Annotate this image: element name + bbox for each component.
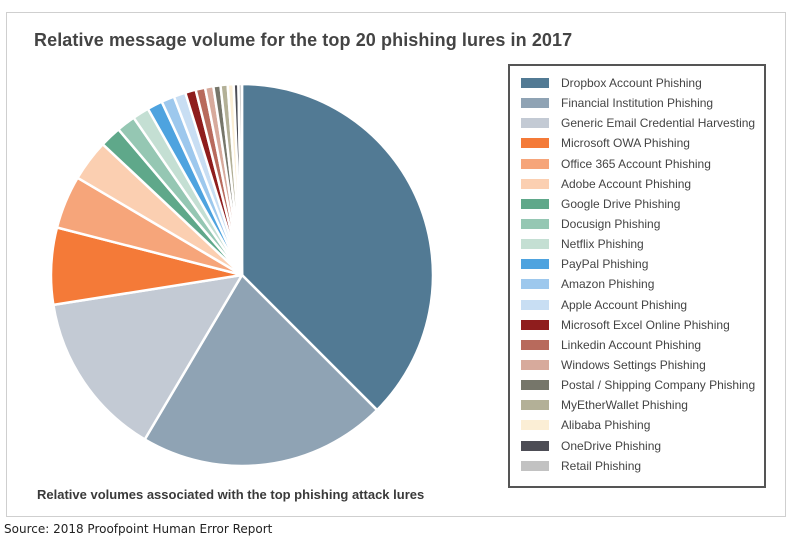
legend-label: Retail Phishing (561, 458, 642, 473)
legend-item: MyEtherWallet Phishing (521, 395, 764, 415)
source-note: Source: 2018 Proofpoint Human Error Repo… (4, 522, 273, 536)
legend-item: Netflix Phishing (521, 234, 764, 254)
pie-slice-1 (143, 273, 379, 468)
chart-title: Relative message volume for the top 20 p… (34, 30, 573, 50)
legend-swatch (521, 460, 549, 471)
legend-swatch (521, 339, 549, 350)
legend-swatch (521, 239, 549, 250)
legend-label: Docusign Phishing (561, 217, 661, 232)
legend-label: Generic Email Credential Harvesting (561, 116, 756, 131)
legend-swatch (521, 158, 549, 169)
legend-swatch (521, 360, 549, 371)
legend-label: PayPal Phishing (561, 257, 649, 272)
pie-slice-19 (237, 82, 244, 277)
legend-item: Adobe Account Phishing (521, 174, 764, 194)
legend-item: Windows Settings Phishing (521, 355, 764, 375)
legend-item: Generic Email Credential Harvesting (521, 113, 764, 133)
legend-swatch (521, 319, 549, 330)
legend-item: Microsoft OWA Phishing (521, 133, 764, 153)
pie-slice-0 (240, 82, 435, 412)
legend-item: Postal / Shipping Company Phishing (521, 375, 764, 395)
chart-subtitle: Relative volumes associated with the top… (37, 487, 425, 502)
legend-item: Amazon Phishing (521, 274, 764, 294)
legend-item: Alibaba Phishing (521, 415, 764, 435)
legend-label: Alibaba Phishing (561, 418, 651, 433)
legend-swatch (521, 420, 549, 431)
legend-swatch (521, 219, 549, 230)
legend-item: Apple Account Phishing (521, 295, 764, 315)
legend-item: Dropbox Account Phishing (521, 73, 764, 93)
legend-swatch (521, 400, 549, 411)
legend-swatch (521, 178, 549, 189)
legend-item: Linkedin Account Phishing (521, 335, 764, 355)
legend-swatch (521, 259, 549, 270)
legend-label: Dropbox Account Phishing (561, 76, 702, 91)
legend-label: OneDrive Phishing (561, 438, 662, 453)
legend-label: MyEtherWallet Phishing (561, 398, 688, 413)
legend-item: Google Drive Phishing (521, 194, 764, 214)
legend-item: OneDrive Phishing (521, 436, 764, 456)
legend-item: Retail Phishing (521, 456, 764, 476)
legend-swatch (521, 78, 549, 89)
legend-label: Linkedin Account Phishing (561, 337, 702, 352)
legend-label: Microsoft Excel Online Phishing (561, 317, 730, 332)
legend-swatch (521, 138, 549, 149)
legend-label: Office 365 Account Phishing (561, 156, 711, 171)
legend-swatch (521, 380, 549, 391)
legend-label: Amazon Phishing (561, 277, 655, 292)
legend-label: Adobe Account Phishing (561, 176, 692, 191)
legend-label: Windows Settings Phishing (561, 358, 706, 373)
pie-slice-2 (52, 273, 244, 441)
legend-swatch (521, 279, 549, 290)
legend-label: Microsoft OWA Phishing (561, 136, 690, 151)
legend-label: Apple Account Phishing (561, 297, 688, 312)
chart-legend: Dropbox Account Phishing Financial Instit… (508, 64, 766, 488)
legend-label: Google Drive Phishing (561, 196, 681, 211)
legend-swatch (521, 98, 549, 109)
legend-item: Financial Institution Phishing (521, 93, 764, 113)
legend-swatch (521, 440, 549, 451)
legend-swatch (521, 198, 549, 209)
legend-label: Financial Institution Phishing (561, 96, 714, 111)
legend-label: Postal / Shipping Company Phishing (561, 378, 756, 393)
legend-item: Office 365 Account Phishing (521, 154, 764, 174)
legend-swatch (521, 118, 549, 129)
legend-label: Netflix Phishing (561, 237, 644, 252)
legend-item: PayPal Phishing (521, 254, 764, 274)
legend-item: Docusign Phishing (521, 214, 764, 234)
legend-swatch (521, 299, 549, 310)
legend-item: Microsoft Excel Online Phishing (521, 315, 764, 335)
